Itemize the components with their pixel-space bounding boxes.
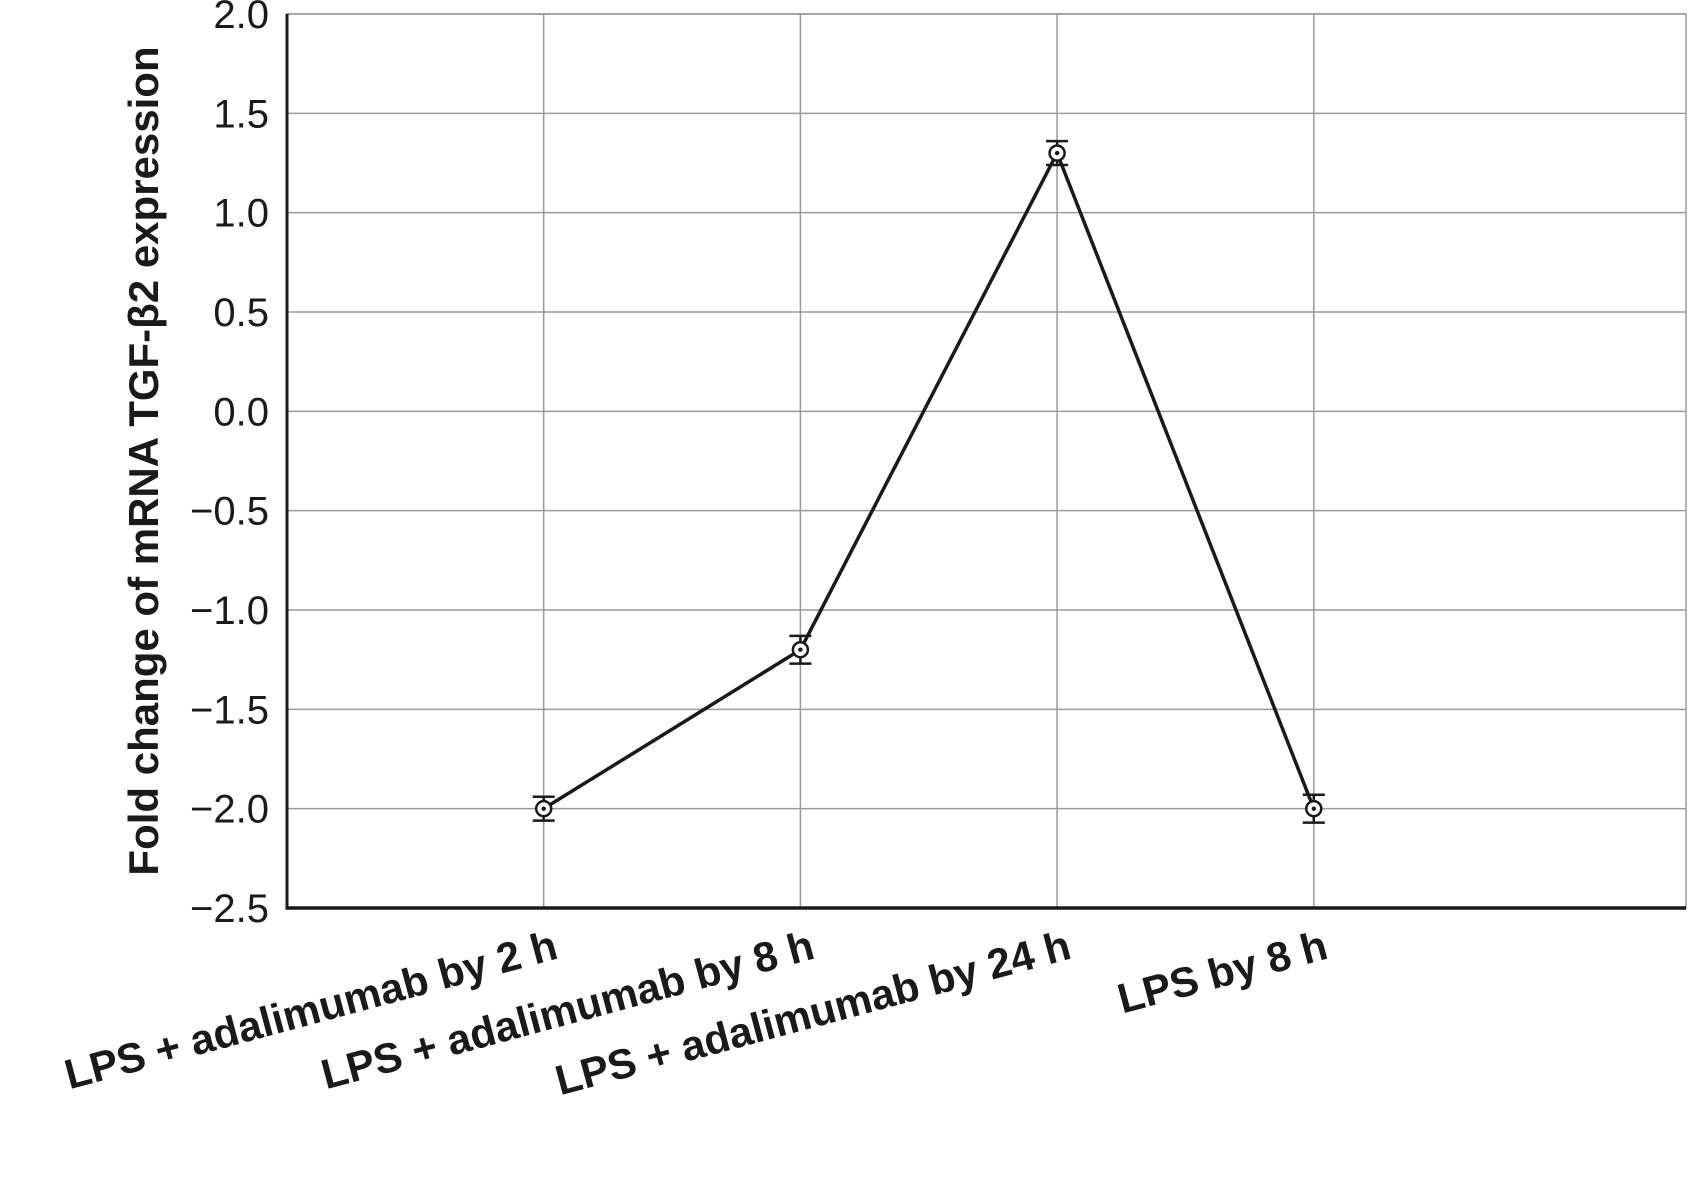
y-tick-label: −1.0 (190, 589, 269, 633)
error-bars (532, 139, 1325, 824)
x-tick-label: LPS by 8 h (1113, 921, 1333, 1022)
y-tick-label: 0.0 (213, 390, 269, 434)
data-point-center (798, 647, 803, 652)
plot-border (286, 13, 1687, 909)
y-tick-label: −2.5 (190, 887, 269, 931)
grid (287, 13, 1686, 909)
y-axis-title: Fold change of mRNA TGF-β2 expression (120, 46, 167, 875)
y-tick-label: 1.0 (213, 192, 269, 236)
y-tick-label: 1.5 (213, 92, 269, 136)
y-tick-label: −2.0 (190, 788, 269, 832)
data-point-center (541, 806, 546, 811)
y-tick-label: −1.5 (190, 688, 269, 732)
data-point-center (1054, 150, 1060, 156)
data-point-center (1311, 806, 1316, 811)
y-tick-label: 2.0 (213, 0, 269, 37)
series-line (542, 148, 1316, 811)
y-tick-label: −0.5 (190, 490, 269, 534)
y-tick-label: 0.5 (213, 291, 269, 335)
